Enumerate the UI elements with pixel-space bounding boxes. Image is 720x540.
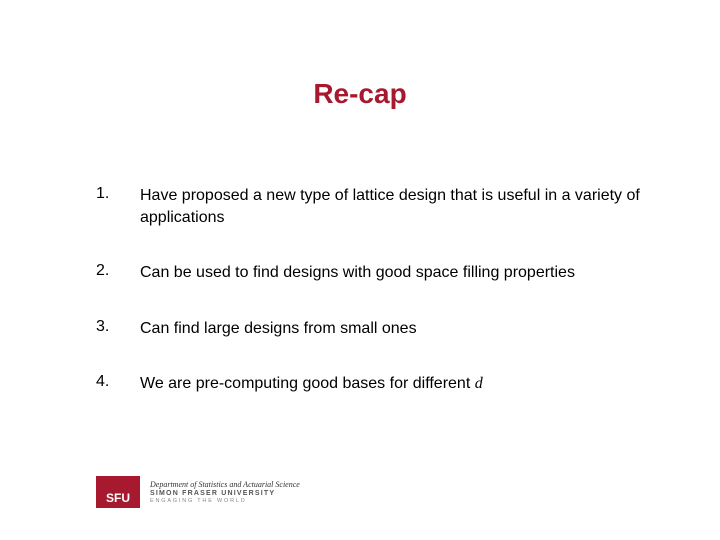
item-number: 3. bbox=[96, 318, 140, 336]
italic-variable: d bbox=[475, 375, 483, 392]
slide-title: Re-cap bbox=[0, 78, 720, 110]
item-number: 1. bbox=[96, 185, 140, 203]
list-item: 3. Can find large designs from small one… bbox=[96, 318, 660, 340]
footer-text-block: Department of Statistics and Actuarial S… bbox=[150, 480, 300, 504]
sfu-logo: SFU bbox=[96, 476, 140, 508]
slide: Re-cap 1. Have proposed a new type of la… bbox=[0, 0, 720, 540]
university-name: SIMON FRASER UNIVERSITY bbox=[150, 490, 300, 497]
list-item: 4. We are pre-computing good bases for d… bbox=[96, 373, 660, 395]
list-item: 2. Can be used to find designs with good… bbox=[96, 262, 660, 284]
item-number: 4. bbox=[96, 373, 140, 391]
department-name: Department of Statistics and Actuarial S… bbox=[150, 480, 300, 489]
recap-list: 1. Have proposed a new type of lattice d… bbox=[96, 185, 660, 429]
item-text: Can find large designs from small ones bbox=[140, 318, 660, 340]
tagline: ENGAGING THE WORLD bbox=[150, 498, 300, 504]
footer: SFU Department of Statistics and Actuari… bbox=[96, 476, 300, 508]
item-text: Have proposed a new type of lattice desi… bbox=[140, 185, 660, 228]
item-text-span: We are pre-computing good bases for diff… bbox=[140, 375, 475, 392]
list-item: 1. Have proposed a new type of lattice d… bbox=[96, 185, 660, 228]
item-number: 2. bbox=[96, 262, 140, 280]
item-text: Can be used to find designs with good sp… bbox=[140, 262, 660, 284]
item-text: We are pre-computing good bases for diff… bbox=[140, 373, 660, 395]
